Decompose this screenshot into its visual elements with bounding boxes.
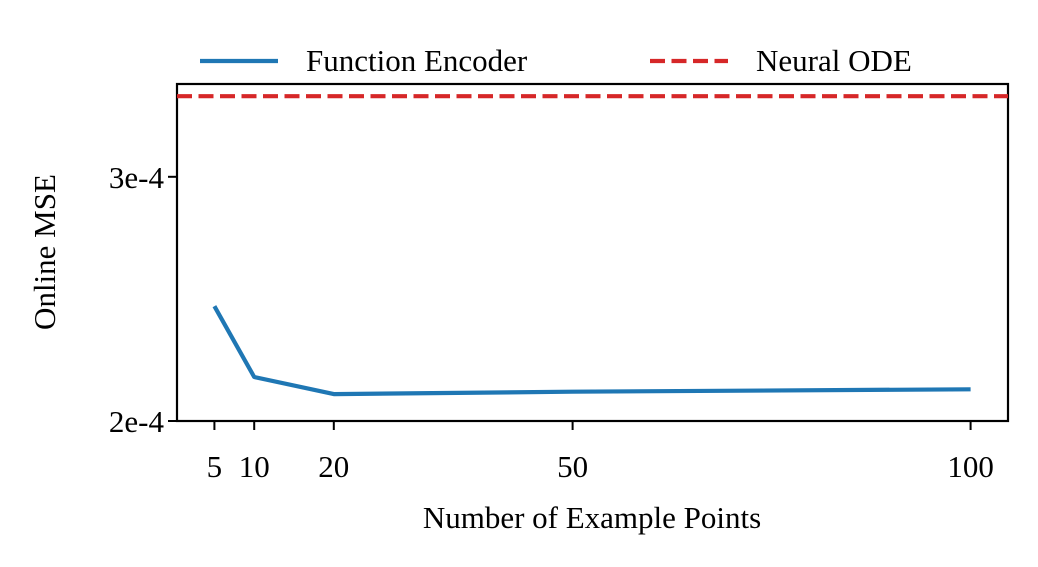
y-axis: 2e-4 3e-4 bbox=[109, 160, 177, 439]
x-tick-label: 50 bbox=[557, 449, 588, 484]
x-axis-label: Number of Example Points bbox=[423, 500, 761, 535]
x-tick-label: 20 bbox=[318, 449, 349, 484]
y-axis-label: Online MSE bbox=[27, 174, 62, 330]
y-tick-label: 3e-4 bbox=[109, 160, 165, 195]
y-tick-label: 2e-4 bbox=[109, 404, 165, 439]
x-tick-label: 5 bbox=[207, 449, 223, 484]
plot-frame bbox=[175, 82, 1010, 423]
x-tick-label: 10 bbox=[239, 449, 270, 484]
series-function-encoder-line bbox=[212, 305, 971, 397]
x-axis: 5 10 20 50 100 bbox=[207, 421, 994, 484]
series-layer bbox=[177, 94, 1008, 397]
legend-label-function-encoder: Function Encoder bbox=[306, 43, 528, 78]
legend-label-neural-ode: Neural ODE bbox=[756, 43, 912, 78]
x-tick-label: 100 bbox=[947, 449, 994, 484]
legend: Function Encoder Neural ODE bbox=[200, 43, 912, 78]
plot-area: 5 10 20 50 100 2e-4 3e-4 bbox=[109, 82, 1010, 484]
